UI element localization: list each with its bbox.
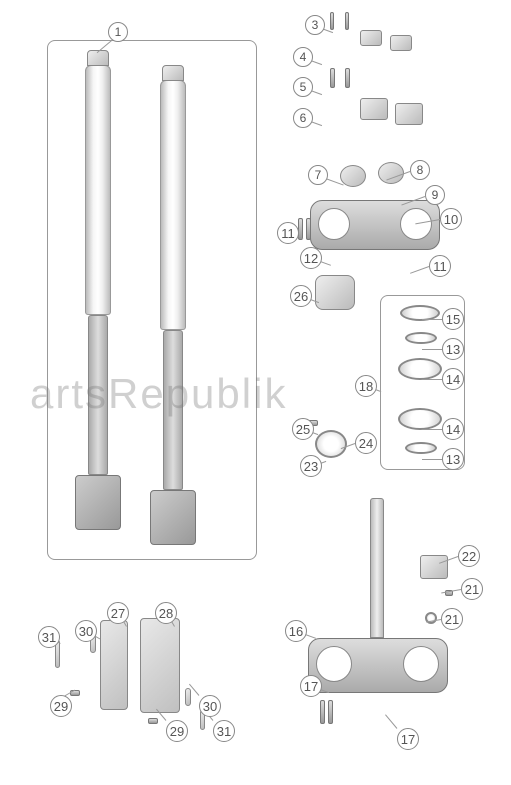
leader-line: [422, 319, 442, 320]
cap-p8: [378, 162, 404, 184]
leader-line: [422, 459, 442, 460]
fork-cap-right: [162, 65, 184, 81]
cover-p26: [315, 275, 355, 310]
callout-31: 31: [38, 626, 60, 648]
callout-7: 7: [308, 165, 328, 185]
leader-line: [410, 266, 429, 274]
callout-11: 11: [277, 222, 299, 244]
callout-1: 1: [108, 22, 128, 42]
callout-21: 21: [461, 578, 483, 600]
fork-lower-right: [163, 330, 183, 490]
callout-24: 24: [355, 432, 377, 454]
bolts-p17l2: [328, 700, 333, 724]
callout-6: 6: [293, 108, 313, 128]
callout-14: 14: [442, 368, 464, 390]
clamp-p4b: [390, 35, 412, 51]
callout-18: 18: [355, 375, 377, 397]
bolt-p3a: [330, 12, 334, 30]
leader-line: [422, 379, 442, 380]
bolt-p5b: [345, 68, 350, 88]
callout-23: 23: [300, 455, 322, 477]
callout-14: 14: [442, 418, 464, 440]
pad-p30b: [185, 688, 191, 706]
callout-10: 10: [440, 208, 462, 230]
clamp-p6b: [395, 103, 423, 125]
clamp-hole-ll: [316, 646, 352, 682]
callout-3: 3: [305, 15, 325, 35]
callout-29: 29: [166, 720, 188, 742]
callout-15: 15: [442, 308, 464, 330]
bolt-p3b: [345, 12, 349, 30]
callout-11: 11: [429, 255, 451, 277]
leader-line: [422, 349, 442, 350]
leader-line: [385, 714, 397, 728]
bolt-p5a: [330, 68, 335, 88]
callout-25: 25: [292, 418, 314, 440]
guard-p28: [140, 618, 180, 713]
callout-31: 31: [213, 720, 235, 742]
fork-tube-right: [160, 80, 186, 330]
callout-12: 12: [300, 247, 322, 269]
callout-8: 8: [410, 160, 430, 180]
clamp-p6a: [360, 98, 388, 120]
callout-27: 27: [107, 602, 129, 624]
callout-16: 16: [285, 620, 307, 642]
ring-p13a: [405, 332, 437, 344]
steering-stem: [370, 498, 384, 638]
callout-9: 9: [425, 185, 445, 205]
fork-lower-left: [88, 315, 108, 475]
guard-p27: [100, 620, 128, 710]
clamp-hole-ul: [318, 208, 350, 240]
callout-13: 13: [442, 338, 464, 360]
callout-17: 17: [397, 728, 419, 750]
callout-4: 4: [293, 47, 313, 67]
callout-26: 26: [290, 285, 312, 307]
bolts-p17l: [320, 700, 325, 724]
leader-line: [422, 429, 442, 430]
bearing-p14a: [398, 358, 442, 380]
callout-30: 30: [199, 695, 221, 717]
fork-tube-left: [85, 65, 111, 315]
callout-22: 22: [458, 545, 480, 567]
clamp-ring-p23: [315, 430, 347, 458]
callout-17: 17: [300, 675, 322, 697]
callout-28: 28: [155, 602, 177, 624]
callout-29: 29: [50, 695, 72, 717]
clamp-p4a: [360, 30, 382, 46]
callout-13: 13: [442, 448, 464, 470]
callout-21: 21: [441, 608, 463, 630]
bearing-p14b: [398, 408, 442, 430]
bolts-p11l2: [306, 218, 311, 240]
clamp-hole-lr: [403, 646, 439, 682]
ring-p13b: [405, 442, 437, 454]
fork-foot-left: [75, 475, 121, 530]
callout-5: 5: [293, 77, 313, 97]
fork-foot-right: [150, 490, 196, 545]
bolt-p29b: [148, 718, 158, 724]
callout-30: 30: [75, 620, 97, 642]
bracket-p22: [420, 555, 448, 579]
